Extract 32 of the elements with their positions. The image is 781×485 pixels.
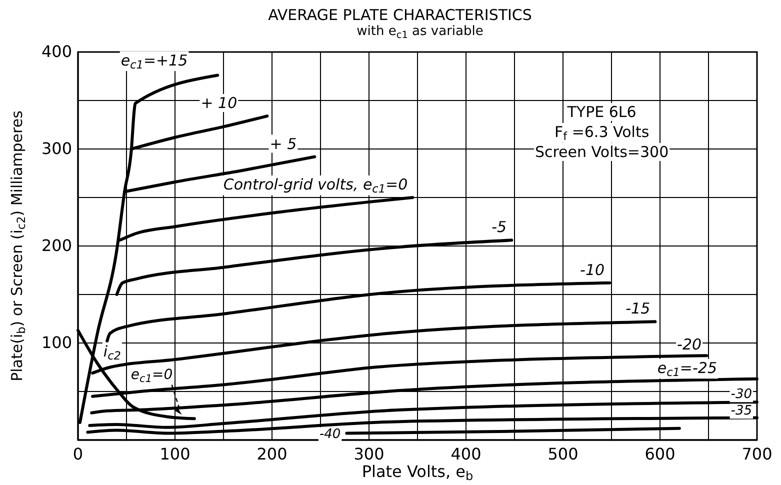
- x-tick-label: 700: [742, 444, 772, 464]
- series-label: -30: [730, 387, 752, 402]
- annotation: e$_{c1}$=0: [130, 366, 173, 385]
- series-label: i$_{c2}$: [103, 342, 121, 362]
- chart-title: AVERAGE PLATE CHARACTERISTICS: [268, 6, 532, 24]
- series-label: e$_{c1}$=+15: [120, 51, 188, 72]
- series-label: + 5: [270, 134, 297, 153]
- x-tick-label: 300: [354, 444, 384, 464]
- y-tick-label: 400: [41, 42, 72, 62]
- y-tick-label: 200: [41, 236, 72, 256]
- x-tick-label: 0: [72, 444, 84, 464]
- y-tick-label: 300: [41, 139, 72, 158]
- annotation: TYPE 6L6: [566, 102, 636, 121]
- series-label: -40: [319, 427, 341, 442]
- series-label: -5: [492, 218, 507, 236]
- series-label: Control-grid volts, e$_{c1}$=0: [223, 176, 408, 196]
- annotation: F$_{f}$ =6.3 Volts: [554, 122, 650, 143]
- series-label: + 10: [200, 94, 238, 112]
- x-axis-title: Plate Volts, e$_{b}$: [362, 462, 474, 483]
- y-tick-label: 100: [41, 333, 72, 352]
- chart-subtitle: with e$_{c1}$ as variable: [356, 24, 484, 40]
- x-tick-label: 100: [160, 444, 190, 464]
- annotation: Screen Volts=300: [534, 142, 669, 161]
- series-label: -10: [580, 260, 605, 279]
- x-tick-label: 400: [450, 444, 482, 464]
- x-tick-label: 200: [256, 444, 288, 464]
- series-label: e$_{c1}$=-25: [657, 358, 717, 379]
- x-tick-label: 600: [644, 444, 676, 464]
- series-label: -35: [730, 404, 752, 419]
- series-label: -15: [626, 300, 650, 318]
- series-label: -20: [677, 336, 702, 354]
- x-tick-label: 500: [548, 444, 578, 464]
